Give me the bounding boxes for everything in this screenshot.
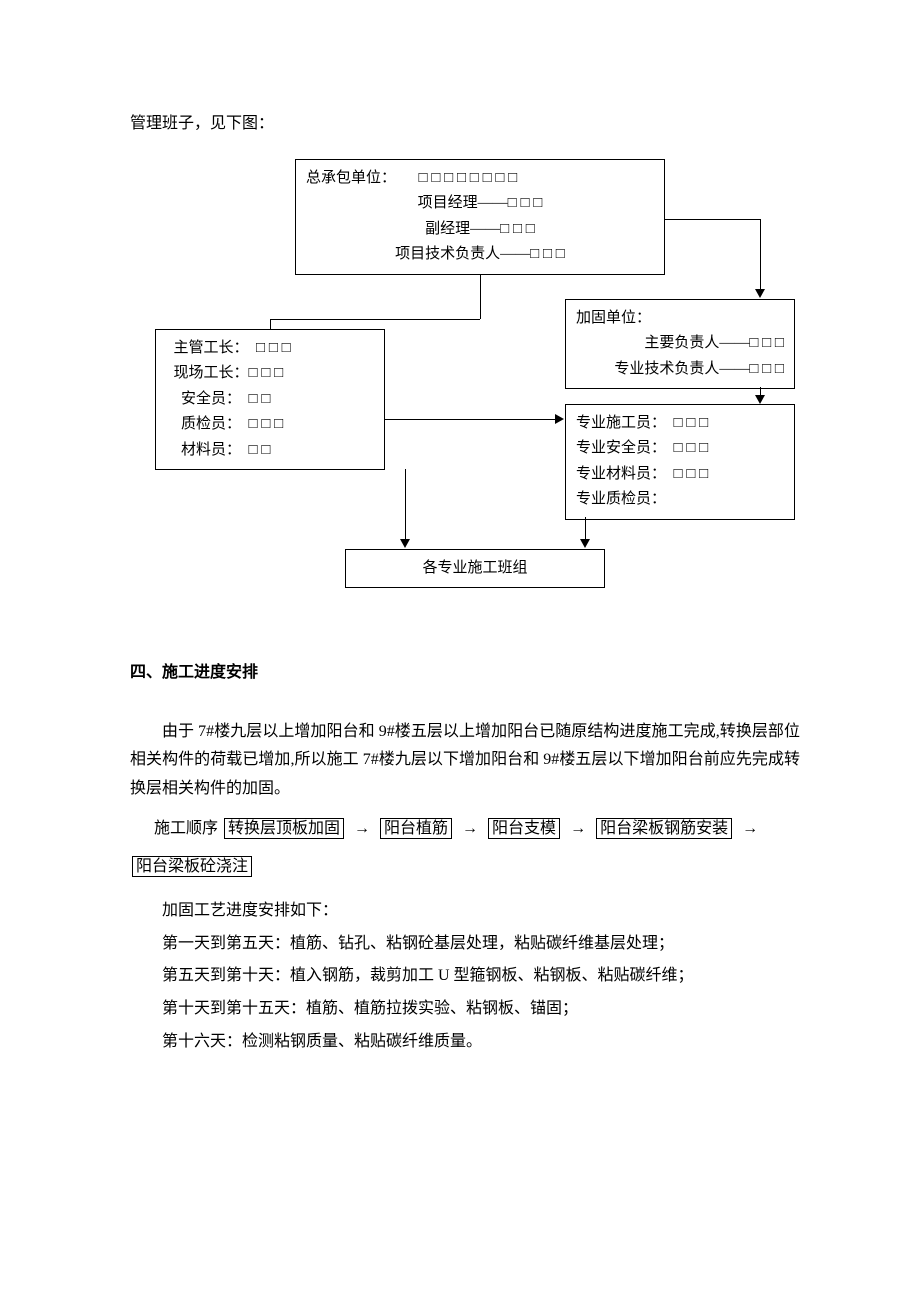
arrow-head (400, 539, 410, 548)
connector (270, 319, 271, 329)
connector (585, 517, 586, 541)
bottom-label: 各专业施工班组 (422, 560, 527, 576)
seq-step-5: 阳台梁板砼浇注 (132, 856, 252, 877)
top-l3: 副经理——□ □ □ (306, 217, 654, 243)
left-r5-label: 材料员： (181, 442, 241, 458)
top-l1-val: □ □ □ □ □ □ □ □ (419, 170, 518, 186)
connector (665, 219, 760, 220)
arrow-head (755, 395, 765, 404)
connector (270, 319, 480, 320)
top-l4: 项目技术负责人——□ □ □ (306, 242, 654, 268)
node-specialist: 专业施工员： □ □ □ 专业安全员： □ □ □ 专业材料员： □ □ □ 专… (565, 404, 795, 520)
left-r5-val: □ □ (249, 442, 271, 458)
plan-intro: 加固工艺进度安排如下： (130, 897, 800, 926)
node-contractor: 总承包单位： □ □ □ □ □ □ □ □ 项目经理——□ □ □ 副经理——… (295, 159, 665, 275)
top-l2: 项目经理——□ □ □ (306, 191, 654, 217)
org-chart: 总承包单位： □ □ □ □ □ □ □ □ 项目经理——□ □ □ 副经理——… (135, 159, 795, 599)
rt-l2: 主要负责人——□ □ □ (576, 331, 784, 357)
rb-r3-val: □ □ □ (674, 466, 709, 482)
plan-day-4: 第十六天：检测粘钢质量、粘贴碳纤维质量。 (130, 1028, 800, 1057)
arrow-icon: → (462, 820, 478, 837)
left-r3-label: 安全员： (181, 391, 241, 407)
section-4-title: 四、施工进度安排 (130, 659, 800, 688)
arrow-icon: → (570, 820, 586, 837)
left-r2-val: □ □ □ (249, 365, 284, 381)
arrow-icon: → (742, 820, 758, 837)
left-r4-val: □ □ □ (249, 416, 284, 432)
connector (480, 275, 481, 319)
rb-r1-val: □ □ □ (674, 415, 709, 431)
rb-r3-label: 专业材料员： (576, 466, 666, 482)
paragraph-1: 由于 7#楼九层以上增加阳台和 9#楼五层以上增加阳台已随原结构进度施工完成,转… (130, 718, 800, 804)
left-r1-val: □ □ □ (256, 340, 291, 356)
left-r1-label: 主管工长： (174, 340, 249, 356)
arrow-icon: → (354, 820, 370, 837)
rb-r4-label: 专业质检员： (576, 491, 666, 507)
connector (760, 219, 761, 291)
seq-step-4: 阳台梁板钢筋安装 (596, 818, 732, 839)
rb-r2-val: □ □ □ (674, 440, 709, 456)
seq-step-3: 阳台支模 (488, 818, 560, 839)
plan-day-3: 第十天到第十五天：植筋、植筋拉拨实验、粘钢板、锚固； (130, 995, 800, 1024)
node-supervisor: 主管工长： □ □ □ 现场工长：□ □ □ 安全员： □ □ 质检员： □ □… (155, 329, 385, 471)
left-r4-label: 质检员： (181, 416, 241, 432)
seq-step-2: 阳台植筋 (380, 818, 452, 839)
rt-l1: 加固单位： (576, 306, 784, 332)
plan-day-1: 第一天到第五天：植筋、钻孔、粘钢砼基层处理，粘贴碳纤维基层处理； (130, 930, 800, 959)
construction-sequence: 施工顺序 转换层顶板加固 → 阳台植筋 → 阳台支模 → 阳台梁板钢筋安装 → … (130, 810, 800, 887)
node-teams: 各专业施工班组 (345, 549, 605, 589)
connector (385, 419, 557, 420)
left-r3-val: □ □ (249, 391, 271, 407)
top-l1-label: 总承包单位： (306, 170, 396, 186)
arrow-head (755, 289, 765, 298)
rt-l3: 专业技术负责人——□ □ □ (576, 357, 784, 383)
rb-r1-label: 专业施工员： (576, 415, 666, 431)
seq-step-1: 转换层顶板加固 (224, 818, 344, 839)
arrow-head (555, 414, 564, 424)
plan-day-2: 第五天到第十天：植入钢筋，裁剪加工 U 型箍钢板、粘钢板、粘贴碳纤维； (130, 962, 800, 991)
arrow-head (580, 539, 590, 548)
connector (405, 469, 406, 541)
seq-label: 施工顺序 (154, 820, 218, 837)
left-r2-label: 现场工长： (174, 365, 249, 381)
intro-text: 管理班子，见下图： (130, 110, 800, 139)
node-reinforcement-unit: 加固单位： 主要负责人——□ □ □ 专业技术负责人——□ □ □ (565, 299, 795, 390)
rb-r2-label: 专业安全员： (576, 440, 666, 456)
